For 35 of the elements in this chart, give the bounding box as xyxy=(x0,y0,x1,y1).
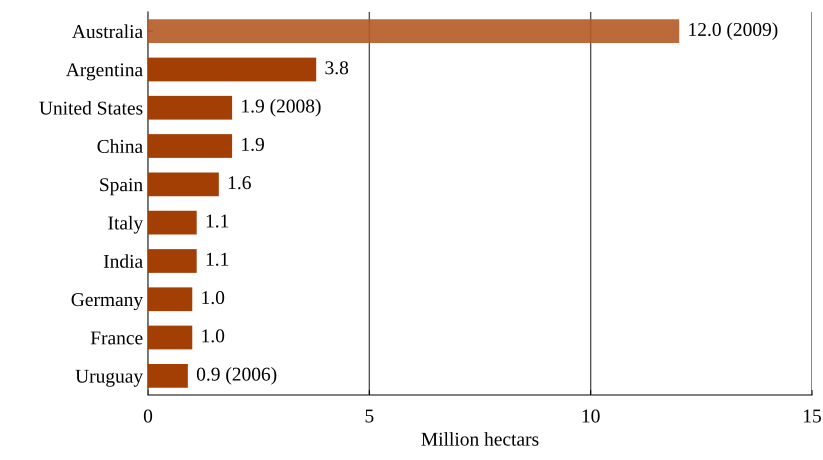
data-label: 0.9 (2006) xyxy=(196,367,276,385)
y-tick-label: Germany xyxy=(72,293,144,310)
y-tick-label: Australia xyxy=(72,24,143,38)
data-label: 1.0 xyxy=(202,329,224,342)
data-label: 1.9 xyxy=(242,138,264,151)
y-tick-label: Uruguay xyxy=(76,370,144,387)
data-label: 1.1 xyxy=(206,252,228,266)
x-tick-label: 0 xyxy=(144,409,152,423)
y-tick-label: India xyxy=(104,254,143,268)
bar xyxy=(148,326,192,350)
y-tick-label: Argentina xyxy=(66,63,143,80)
data-label: 1.9 (2008) xyxy=(242,98,321,117)
x-tick-label: 15 xyxy=(804,410,821,423)
x-tick-label: 5 xyxy=(366,410,374,423)
x-tick-label: 10 xyxy=(582,409,600,423)
data-label: 1.6 xyxy=(228,176,251,190)
bar xyxy=(148,134,232,158)
data-label: 3.8 xyxy=(325,61,348,74)
bar xyxy=(148,19,680,44)
bar xyxy=(148,172,219,196)
data-label: 12.0 (2009) xyxy=(689,22,778,40)
bar xyxy=(148,210,197,235)
y-tick-label: France xyxy=(90,332,142,344)
data-label: 1.0 xyxy=(202,290,224,304)
bar xyxy=(148,287,192,312)
bar xyxy=(148,249,197,273)
y-tick-label: Spain xyxy=(100,178,143,196)
y-tick-label: United States xyxy=(39,101,142,115)
bar xyxy=(148,96,232,120)
data-label: 1.1 xyxy=(206,214,228,228)
x-axis-title: Million hectars xyxy=(421,432,538,446)
y-tick-label: China xyxy=(97,139,143,153)
bar xyxy=(148,364,188,388)
y-tick-label: Italy xyxy=(108,216,144,234)
bar xyxy=(148,58,316,82)
